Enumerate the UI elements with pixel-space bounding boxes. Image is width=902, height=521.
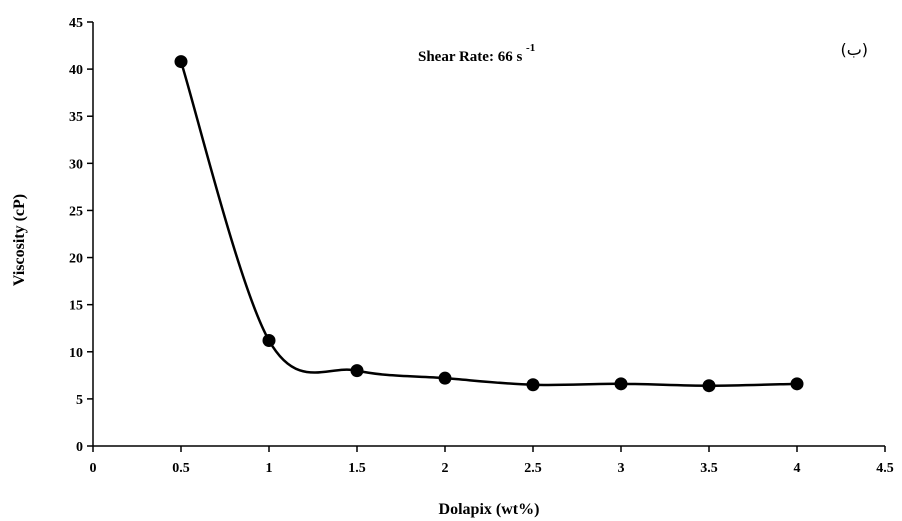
y-tick-label: 5 [76,393,83,408]
y-tick-label: 10 [69,346,83,361]
y-tick-label: 40 [69,63,83,78]
y-tick-label: 35 [69,110,83,125]
x-tick-label: 1.5 [348,461,366,476]
y-axis-ticks: 0 5 10 15 20 25 30 35 40 45 [69,16,93,455]
data-point [702,379,716,393]
x-tick-label: 3 [618,461,625,476]
x-tick-label: 0.5 [172,461,190,476]
shear-rate-annotation: Shear Rate: 66 s -1 [418,42,535,65]
x-tick-label: 0 [90,461,97,476]
data-point [614,377,628,391]
shear-rate-label: Shear Rate: 66 s [418,49,522,65]
x-tick-label: 2 [442,461,449,476]
y-axis-title: Viscosity (cP) [11,194,28,286]
x-tick-label: 2.5 [524,461,542,476]
y-tick-label: 20 [69,252,83,267]
series-points [174,55,804,393]
data-point [262,333,276,347]
x-axis-ticks: 0 0.5 1 1.5 2 2.5 3 3.5 4 4.5 [90,446,894,476]
data-point [790,377,804,391]
data-point [350,364,364,378]
shear-rate-exponent: -1 [526,42,535,54]
y-tick-label: 25 [69,204,83,219]
data-point [438,371,452,385]
y-tick-label: 45 [69,16,83,31]
x-tick-label: 4 [794,461,801,476]
x-axis-title: Dolapix (wt%) [439,501,540,518]
plot-axes [92,22,885,447]
x-tick-label: 3.5 [700,461,718,476]
y-tick-label: 15 [69,299,83,314]
x-tick-label: 4.5 [876,461,894,476]
data-point [174,55,188,69]
y-tick-label: 0 [76,440,83,455]
data-point [526,378,540,392]
x-tick-label: 1 [266,461,273,476]
y-tick-label: 30 [69,157,83,172]
panel-label: (ب) [840,40,868,59]
